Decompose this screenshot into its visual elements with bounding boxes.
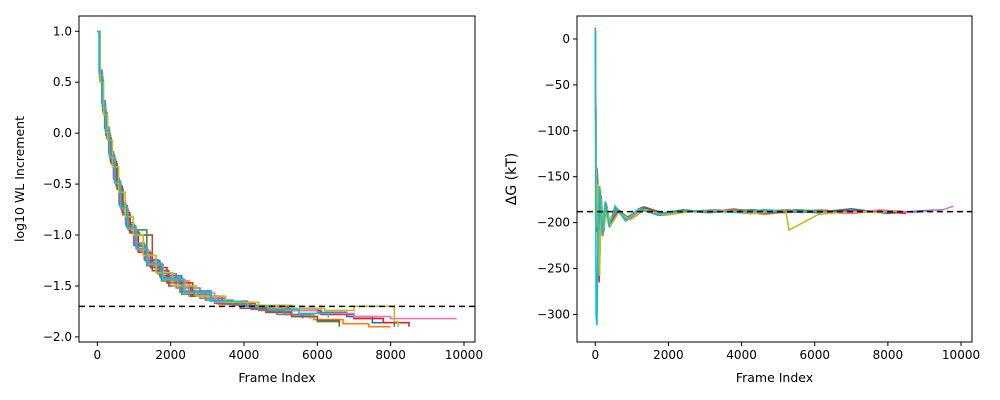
series-line-6 xyxy=(594,30,841,274)
x-tick-label: 8000 xyxy=(375,348,406,362)
delta-g-chart: 0 2000 4000 6000 8000 10000 0 −50 −100 −150 −200 −2… xyxy=(504,15,980,385)
series-line-3 xyxy=(594,31,855,260)
y-tick-label: −100 xyxy=(537,124,570,138)
series-line-8 xyxy=(97,30,311,319)
series-line-9 xyxy=(594,28,896,276)
series-line-1 xyxy=(594,29,943,269)
y-tick-label: −0.5 xyxy=(43,177,72,191)
x-axis-label: Frame Index xyxy=(238,370,315,385)
x-tick-label: 10000 xyxy=(445,348,483,362)
y-tick-label: −250 xyxy=(537,262,570,276)
y-axis-label: ΔG (kT) xyxy=(504,153,520,205)
y-tick-label: 0 xyxy=(562,32,570,46)
series-line-5 xyxy=(594,33,804,264)
y-tick-label: −300 xyxy=(537,307,570,321)
series-line-2 xyxy=(594,34,907,278)
series-group xyxy=(594,27,954,326)
series-line-3 xyxy=(97,30,341,327)
y-tick-label: −1.5 xyxy=(43,279,72,293)
series-line-4 xyxy=(97,30,410,327)
series-line-6 xyxy=(97,30,341,325)
y-tick-label: 0.0 xyxy=(53,126,72,140)
y-tick-label: −1.0 xyxy=(43,228,72,242)
x-axis-label: Frame Index xyxy=(736,370,813,385)
series-line-7 xyxy=(594,32,954,269)
series-line-8 xyxy=(594,31,823,267)
x-tick-label: 2000 xyxy=(653,348,684,362)
series-line-5 xyxy=(97,30,304,319)
plot-frame xyxy=(576,15,973,343)
series-line-9 xyxy=(97,30,399,327)
series-line-4 xyxy=(594,27,907,283)
y-tick-label: −200 xyxy=(537,216,570,230)
y-tick-label: −150 xyxy=(537,170,570,184)
y-tick-label: 0.5 xyxy=(53,75,72,89)
series-group xyxy=(97,30,457,328)
plot-frame xyxy=(78,15,476,343)
x-tick-label: 8000 xyxy=(873,348,904,362)
y-axis-label: log10 WL Increment xyxy=(12,116,27,242)
x-tick-label: 2000 xyxy=(155,348,186,362)
x-tick-label: 4000 xyxy=(229,348,260,362)
x-tick-label: 10000 xyxy=(942,348,980,362)
x-tick-label: 6000 xyxy=(302,348,333,362)
x-tick-label: 6000 xyxy=(799,348,830,362)
series-line-1 xyxy=(97,30,396,327)
x-tick-label: 0 xyxy=(94,348,102,362)
series-line-2 xyxy=(97,30,391,328)
x-tick-label: 4000 xyxy=(726,348,757,362)
series-line-7 xyxy=(97,30,457,320)
y-tick-label: 1.0 xyxy=(53,24,72,38)
x-tick-label: 0 xyxy=(591,348,599,362)
wl-increment-chart: 0 2000 4000 6000 8000 10000 1.0 0.5 0.0 −0.5 −1.0 −… xyxy=(12,15,483,385)
y-tick-label: −2.0 xyxy=(43,330,72,344)
y-tick-label: −50 xyxy=(545,78,570,92)
series-line-10 xyxy=(594,29,826,326)
series-line-10 xyxy=(97,30,330,318)
